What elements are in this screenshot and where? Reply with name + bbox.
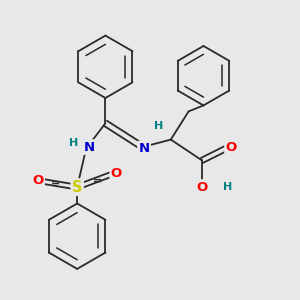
Text: H: H bbox=[154, 121, 164, 131]
Text: N: N bbox=[139, 142, 150, 155]
Text: S: S bbox=[72, 180, 83, 195]
Text: O: O bbox=[226, 141, 237, 154]
Text: =: = bbox=[51, 178, 60, 188]
Text: O: O bbox=[196, 181, 208, 194]
Text: =: = bbox=[93, 176, 102, 186]
Text: H: H bbox=[223, 182, 232, 192]
Text: N: N bbox=[84, 140, 95, 154]
Text: O: O bbox=[111, 167, 122, 180]
Text: H: H bbox=[69, 138, 78, 148]
Text: O: O bbox=[32, 174, 44, 187]
